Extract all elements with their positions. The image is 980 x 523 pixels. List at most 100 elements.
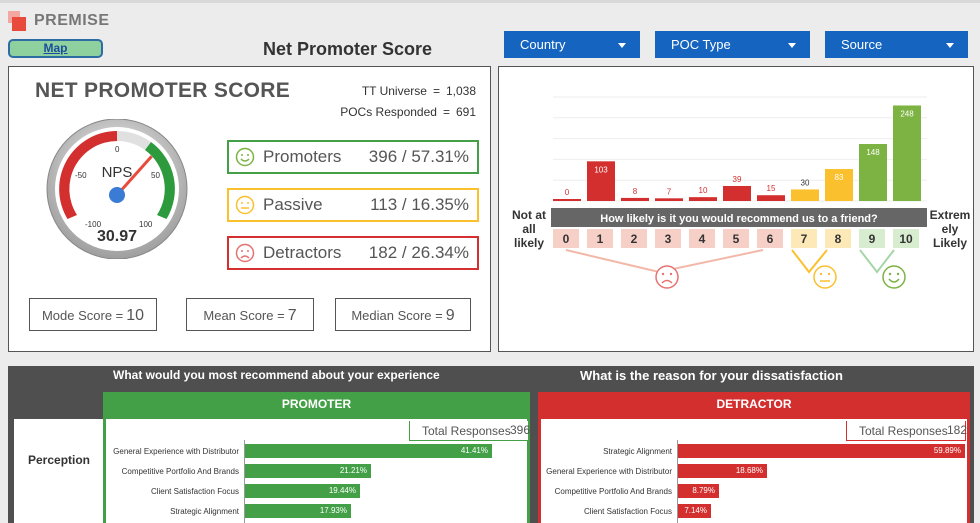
face-eye: [888, 272, 892, 276]
left-scale-label: Not at: [512, 208, 546, 222]
bar-value-label: 7: [667, 187, 672, 196]
bar-value-label: 8: [633, 187, 638, 196]
country-dropdown-label: Country: [520, 37, 566, 52]
poc-type-dropdown[interactable]: POC Type: [655, 31, 810, 58]
mean-score: Mean Score = 7: [186, 298, 314, 331]
promoter-header: PROMOTER: [103, 392, 530, 419]
face-eye: [669, 272, 673, 276]
bar-category-label: Client Satisfaction Focus: [150, 487, 239, 496]
category-label: 0: [563, 232, 570, 246]
category-box: [791, 229, 817, 248]
promoters-box: Promoters 396 / 57.31%: [227, 140, 479, 174]
brand-name: PREMISE: [34, 12, 110, 29]
horizontal-bar: 19.44%: [244, 484, 360, 498]
category-label-column: [14, 419, 103, 523]
bar-percent-label: 8.79%: [692, 486, 715, 495]
category-box: [893, 229, 919, 248]
bar-category-label: Competitive Portfolio And Brands: [554, 487, 672, 496]
face-eye: [819, 272, 823, 276]
category-box: [723, 229, 749, 248]
bar-percent-label: 7.14%: [684, 506, 707, 515]
horizontal-bar: 59.89%: [677, 444, 965, 458]
bar-value-label: 148: [866, 148, 880, 157]
face-eye: [896, 272, 900, 276]
bar-category-label: Client Satisfaction Focus: [583, 507, 672, 516]
bar: [723, 185, 751, 201]
bar: [553, 199, 581, 201]
nps-panel: NET PROMOTER SCORE TT Universe = 1,038 POC…: [8, 66, 491, 352]
bar-value-label: 30: [801, 178, 810, 187]
nps-gauge: -100 -50 0 50 100 NPS 30.97: [46, 119, 188, 259]
passive-bracket: [791, 249, 828, 274]
category-box: [621, 229, 647, 248]
category-box: [825, 229, 851, 248]
country-dropdown[interactable]: Country: [504, 31, 640, 58]
bar: [859, 143, 887, 201]
perception-label: Perception: [28, 453, 91, 467]
bar-percent-label: 21.21%: [339, 466, 367, 475]
category-box: [655, 229, 681, 248]
category-label: 9: [869, 232, 876, 246]
detractor-total-box: Total Responses: [846, 421, 966, 441]
gauge-tick-label: 100: [139, 220, 153, 229]
pocs-responded-stat: POCs Responded = 691: [340, 105, 476, 119]
category-box: [689, 229, 715, 248]
horizontal-bar: 8.79%: [677, 484, 719, 498]
tt-universe-stat: TT Universe = 1,038: [361, 84, 476, 98]
gauge-tick-label: 0: [115, 145, 120, 154]
passive-box: Passive 113 / 16.35%: [227, 188, 479, 222]
bar: [757, 195, 785, 201]
gauge-label: NPS: [102, 164, 133, 181]
bar-value-label: 83: [835, 173, 844, 182]
right-scale-label: Extrem: [930, 208, 971, 222]
bar-category-label: Strategic Alignment: [170, 507, 239, 516]
chevron-down-icon: [946, 43, 954, 48]
bar-category-label: Competitive Portfolio And Brands: [121, 467, 239, 476]
detractors-box: Detractors 182 / 26.34%: [227, 236, 479, 270]
bar-category-label: General Experience with Distributor: [113, 447, 239, 456]
bar-percent-label: 41.41%: [460, 446, 488, 455]
gauge-value: 30.97: [97, 228, 137, 245]
detractor-total-value: 182: [947, 423, 968, 437]
horizontal-bar: 17.93%: [244, 504, 351, 518]
axis-line: [677, 440, 678, 523]
category-label: 3: [665, 232, 672, 246]
bar-value-label: 0: [565, 188, 570, 197]
bar: [587, 161, 615, 201]
detractor-header: DETRACTOR: [538, 392, 970, 419]
bar-value-label: 39: [733, 175, 742, 184]
bar-percent-label: 59.89%: [933, 446, 961, 455]
map-button[interactable]: Map: [8, 39, 103, 58]
gauge-tick-label: 50: [151, 171, 160, 180]
category-box: [859, 229, 885, 248]
horizontal-bar: 18.68%: [677, 464, 767, 478]
mode-score: Mode Score = 10: [29, 298, 157, 331]
category-label: 1: [597, 232, 604, 246]
frown-icon: [655, 265, 679, 289]
bar: [621, 197, 649, 201]
horizontal-bar: 21.21%: [244, 464, 371, 478]
smile-icon: [882, 265, 906, 289]
bar-percent-label: 19.44%: [328, 486, 356, 495]
gauge-tick-label: -100: [85, 220, 102, 229]
chart-title: How likely is it you would recommend us …: [600, 213, 878, 225]
bar-value-label: 10: [699, 186, 708, 195]
face-eye: [827, 272, 831, 276]
bar-value-label: 248: [900, 109, 914, 118]
poc-type-dropdown-label: POC Type: [671, 37, 731, 52]
category-label: 10: [899, 232, 913, 246]
bar: [893, 105, 921, 201]
detractor-question: What is the reason for your dissatisfact…: [580, 368, 843, 383]
bar-category-label: General Experience with Distributor: [546, 467, 672, 476]
promoter-total-value: 396: [510, 423, 531, 437]
bar-percent-label: 18.68%: [735, 466, 763, 475]
category-box: [587, 229, 613, 248]
bar: [791, 189, 819, 201]
right-scale-label: Likely: [933, 236, 967, 250]
face-mouth: [888, 278, 900, 283]
left-scale-label: all: [522, 222, 535, 236]
category-label: 6: [767, 232, 774, 246]
premise-logo-icon: [8, 11, 28, 31]
source-dropdown[interactable]: Source: [825, 31, 968, 58]
